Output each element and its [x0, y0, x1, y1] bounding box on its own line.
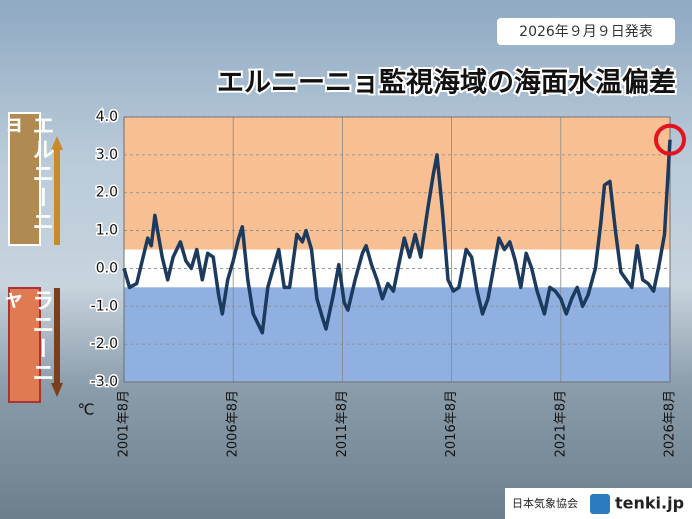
- y-tick-label: 2.0: [96, 185, 118, 201]
- date-badge: [497, 18, 675, 45]
- elnino-label: エルニーニョ: [0, 112, 54, 246]
- plot-frame: [123, 116, 671, 383]
- x-tick-label: 2006年8月: [226, 390, 241, 457]
- lanina-label: ラニーニャ: [0, 287, 54, 403]
- chart-title: エルニーニョ監視海域の海面水温偏差: [217, 67, 676, 99]
- logo-icon: [590, 494, 610, 514]
- y-tick-label: 3.0: [96, 147, 118, 163]
- up-arrow-shaft: [54, 149, 60, 245]
- y-tick-label: -1.0: [91, 298, 118, 314]
- y-tick-label: -2.0: [91, 336, 118, 352]
- unit-label: ℃: [78, 401, 95, 419]
- date-label: 2026年９月９日発表: [519, 24, 653, 40]
- down-arrow: [51, 383, 63, 397]
- plot-area: [124, 117, 670, 382]
- y-tick-label: -3.0: [91, 374, 118, 390]
- down-arrow-shaft: [54, 288, 60, 384]
- footer-site: tenki.jp: [615, 494, 684, 513]
- lanina-band: [124, 287, 670, 382]
- latest-highlight: [654, 123, 686, 156]
- elnino-band: [124, 117, 670, 250]
- x-tick-label: 2021年8月: [553, 390, 568, 457]
- x-tick-label: 2001年8月: [117, 390, 132, 457]
- y-tick-label: 4.0: [96, 109, 118, 125]
- data-line: [122, 139, 672, 335]
- footer-org: 日本気象協会: [512, 496, 578, 510]
- x-tick-label: 2026年8月: [663, 390, 678, 457]
- y-tick-label: 1.0: [96, 223, 118, 239]
- x-tick-label: 2016年8月: [444, 390, 459, 457]
- up-arrow: [51, 136, 63, 150]
- y-tick-label: 0.0: [96, 260, 118, 276]
- x-tick-label: 2011年8月: [335, 390, 350, 457]
